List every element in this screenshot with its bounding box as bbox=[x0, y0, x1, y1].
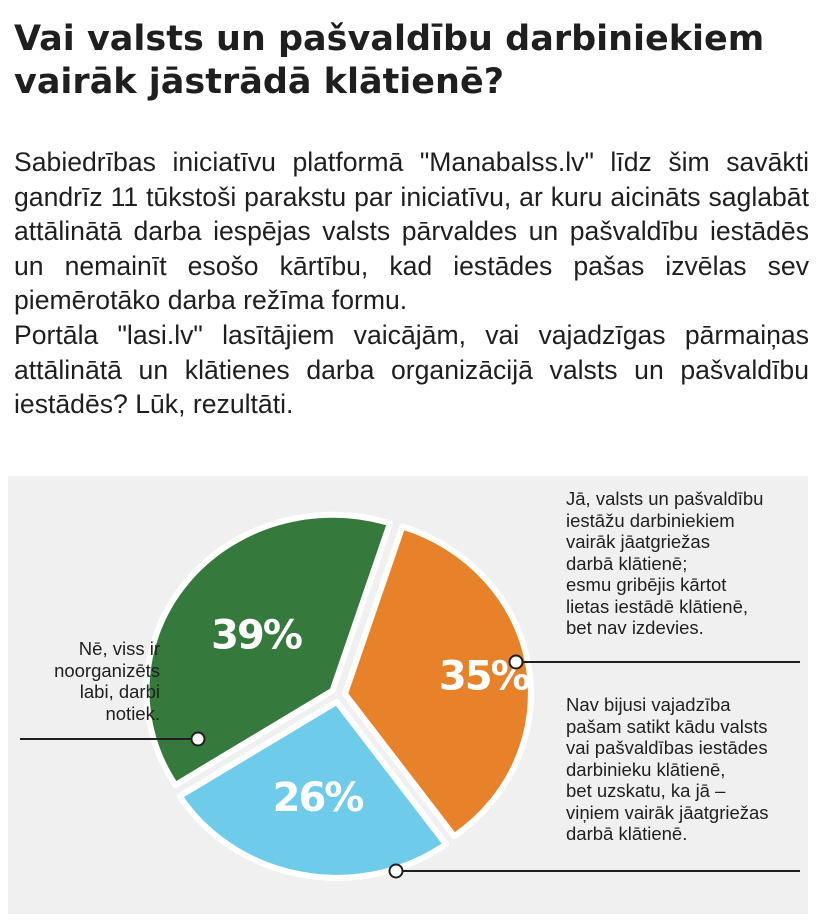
annotation-line: darbā klātienē; bbox=[566, 552, 688, 574]
annotation-line: iestāžu darbiniekiem bbox=[566, 509, 735, 531]
annotation-line: Nav bijusi vajadzība bbox=[566, 694, 731, 715]
pct-label-no: 39% bbox=[211, 613, 302, 659]
annotation-line: vai pašvaldības iestādes bbox=[566, 737, 768, 758]
pie-slice-no bbox=[143, 511, 393, 789]
annotation-line: notiek. bbox=[105, 702, 160, 724]
headline-line-2: vairāk jāstrādā klātienē? bbox=[14, 62, 504, 102]
lead-paragraph-1: Sabiedrības iniciatīvu platformā "Manaba… bbox=[14, 147, 809, 316]
headline: Vai valsts un pašvaldību darbiniekiem va… bbox=[14, 18, 804, 104]
annotation-line: esmu gribējis kārtot bbox=[566, 574, 727, 595]
pie-slice-no-need-but-yes bbox=[176, 698, 450, 881]
leader-yes-marker bbox=[508, 654, 524, 670]
pct-label-no-need-but-yes: 26% bbox=[273, 775, 364, 821]
annotation-line: lietas iestādē klātienē, bbox=[566, 595, 749, 617]
leader-no-need-but-yes-marker bbox=[388, 863, 404, 879]
leader-no-marker bbox=[190, 731, 206, 747]
annotation-no: Nē, viss ir noorganizēts labi, darbi notiek… bbox=[54, 638, 160, 724]
annotation-line: pašam satikt kādu valsts bbox=[566, 715, 768, 737]
pie-slice-yes bbox=[341, 523, 534, 840]
annotation-line: Nē, viss ir bbox=[78, 638, 160, 659]
annotation-line: bet nav izdevies. bbox=[566, 617, 704, 638]
annotation-no-need-but-yes: Nav bijusi vajadzība pašam satikt kādu va… bbox=[566, 694, 769, 845]
annotation-line: bet uzskatu, ka jā – bbox=[566, 780, 726, 801]
annotation-line: vairāk jāatgriežas bbox=[566, 531, 710, 552]
annotation-line: viņiem vairāk jāatgriežas bbox=[566, 801, 769, 823]
headline-line-1: Vai valsts un pašvaldību darbiniekiem bbox=[14, 19, 765, 59]
annotation-line: darbinieku klātienē, bbox=[566, 758, 726, 780]
annotation-yes: Jā, valsts un pašvaldību iestāžu darbinie… bbox=[566, 488, 763, 639]
lead-text: Sabiedrības iniciatīvu platformā "Manaba… bbox=[14, 145, 809, 422]
annotation-line: noorganizēts bbox=[54, 659, 160, 681]
annotation-line: Jā, valsts un pašvaldību bbox=[566, 488, 764, 509]
annotation-line: labi, darbi bbox=[79, 681, 160, 702]
annotation-line: darbā klātienē. bbox=[566, 823, 688, 844]
lead-paragraph-2: Portāla "lasi.lv" lasītājiem vaicājām, v… bbox=[14, 319, 809, 420]
